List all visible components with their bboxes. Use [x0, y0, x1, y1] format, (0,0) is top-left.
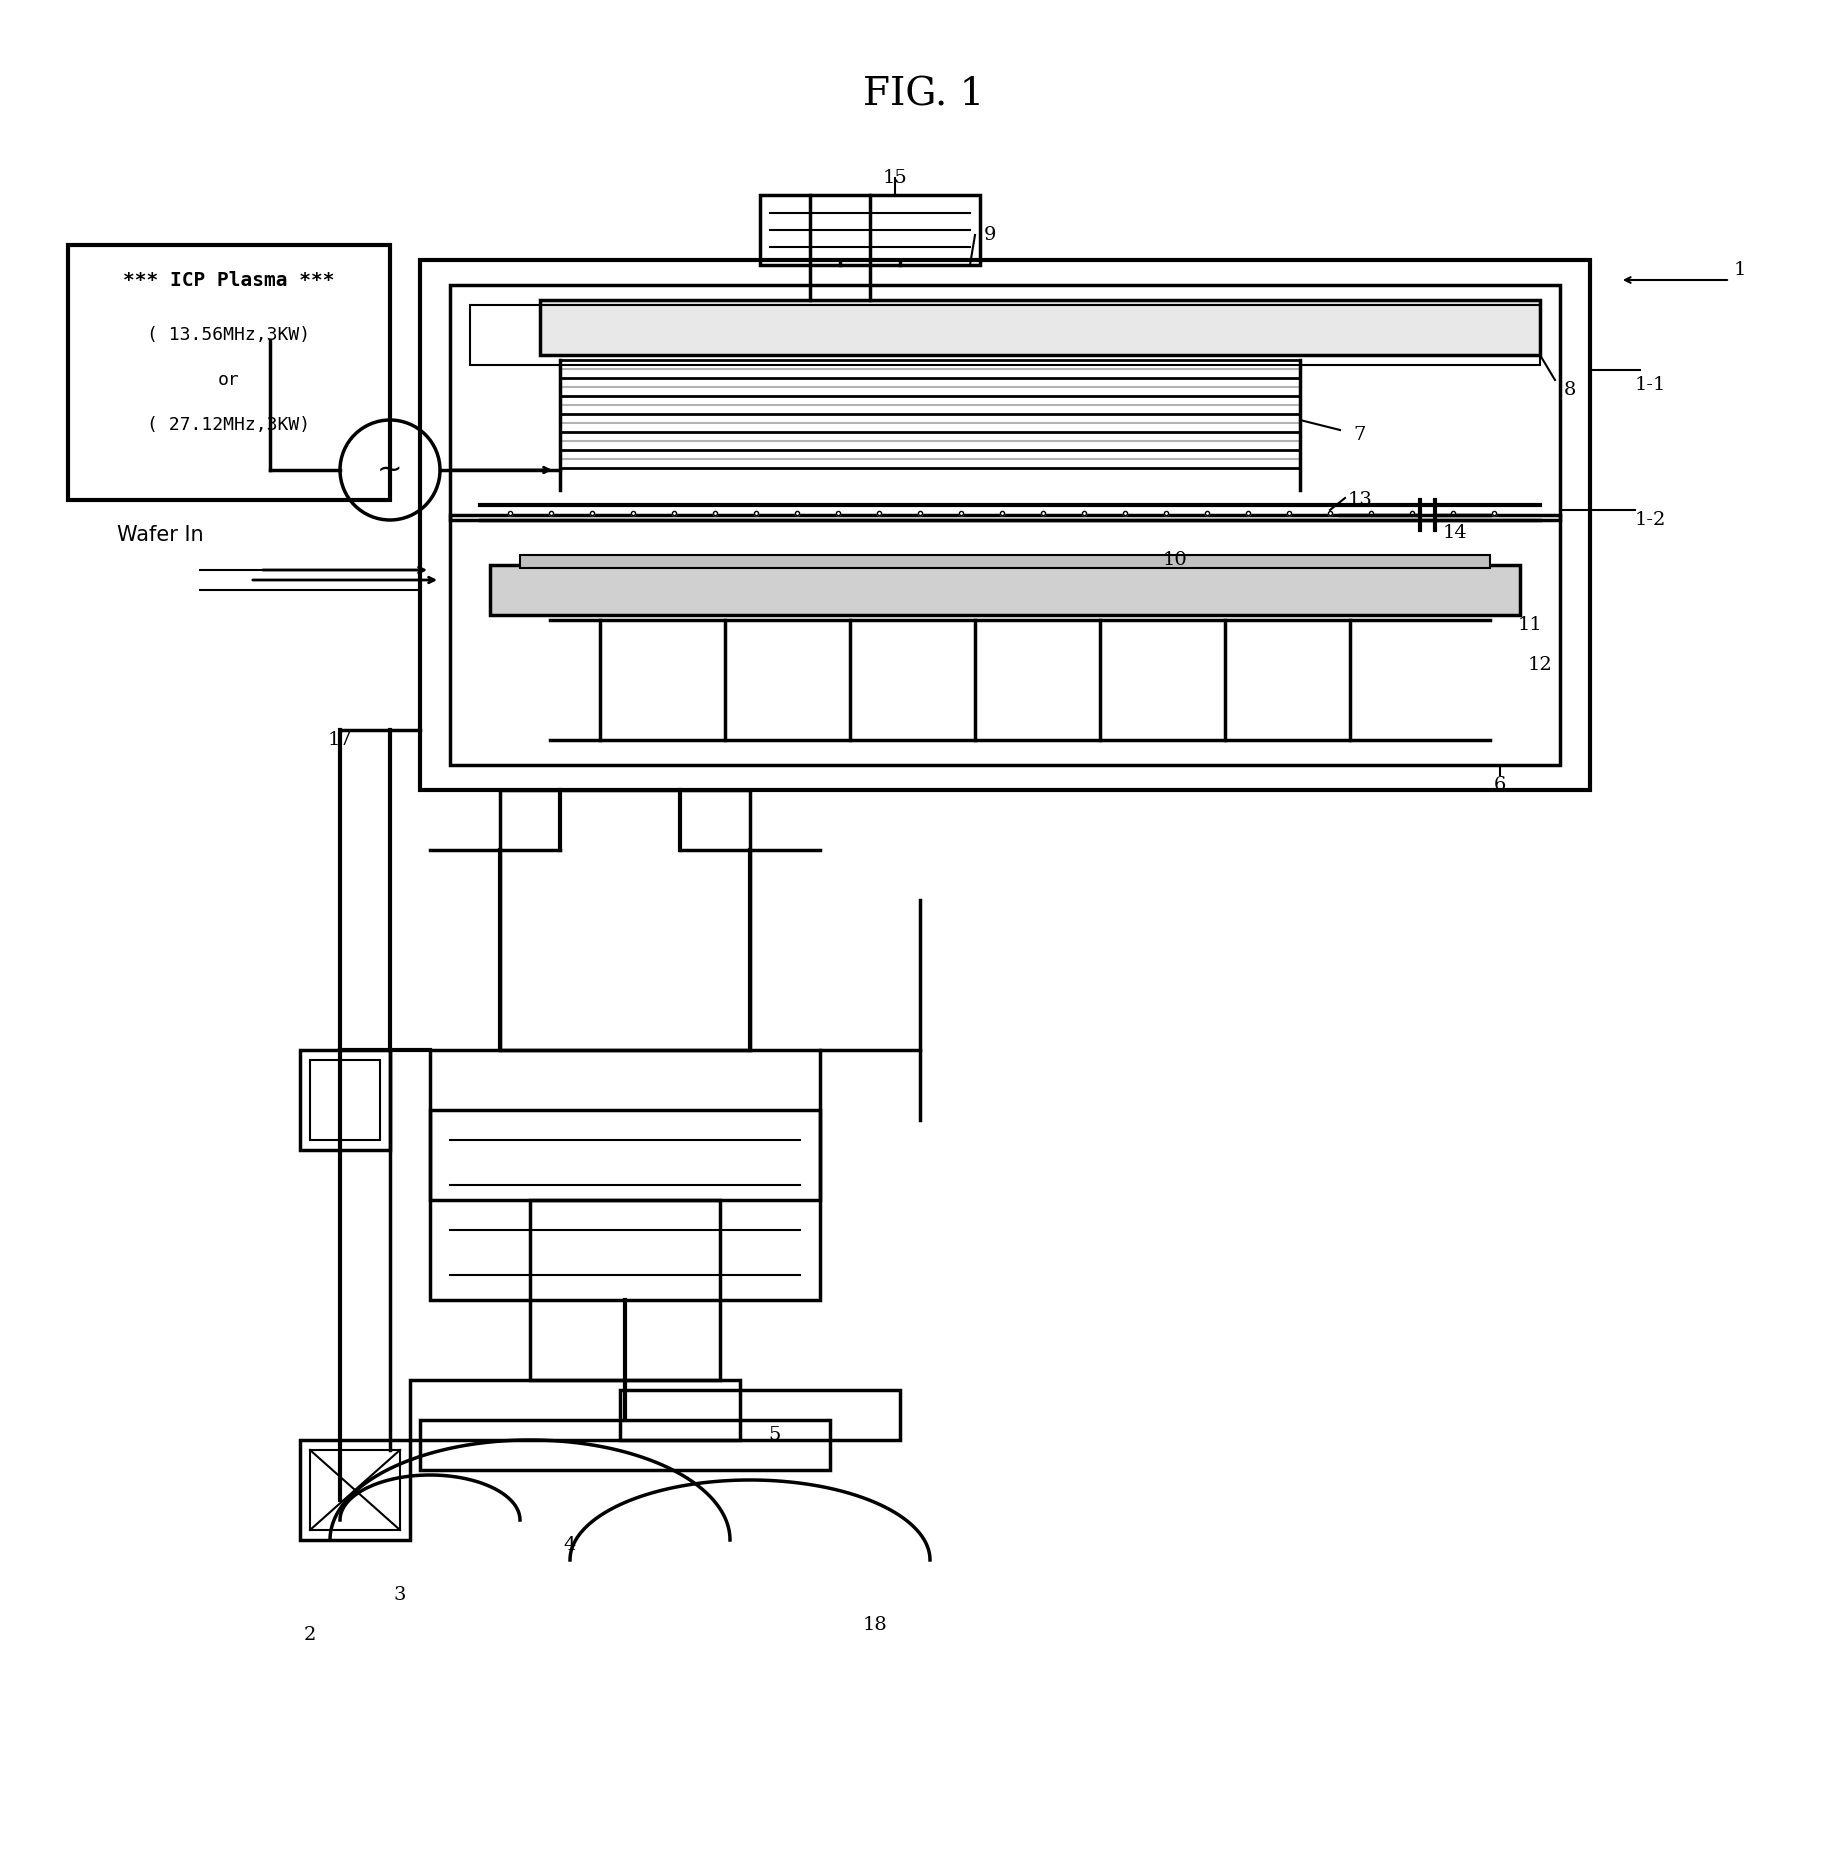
Bar [310, 1450, 399, 1530]
Text: ~: ~ [377, 455, 403, 485]
Bar [499, 789, 750, 1049]
Text: 4: 4 [564, 1536, 577, 1554]
Bar [519, 555, 1489, 568]
Text: 12: 12 [1526, 656, 1552, 674]
Bar [68, 245, 390, 500]
Text: 9: 9 [983, 227, 996, 243]
Text: 18: 18 [863, 1616, 887, 1634]
Bar [469, 305, 1539, 366]
Text: or: or [218, 371, 240, 388]
Bar [619, 1391, 900, 1439]
Text: ( 27.12MHz,3KW): ( 27.12MHz,3KW) [148, 416, 310, 435]
Text: 13: 13 [1347, 490, 1371, 509]
Text: *** ICP Plasma ***: *** ICP Plasma *** [124, 271, 334, 290]
Text: 5: 5 [769, 1426, 780, 1445]
Text: 15: 15 [881, 169, 907, 188]
Bar [449, 514, 1560, 765]
Bar [419, 260, 1589, 789]
Bar [530, 1200, 719, 1380]
Text: 2: 2 [303, 1627, 316, 1643]
Text: ( 13.56MHz,3KW): ( 13.56MHz,3KW) [148, 327, 310, 344]
Text: 6: 6 [1493, 776, 1506, 795]
Bar [419, 1421, 830, 1471]
Text: 1-1: 1-1 [1634, 375, 1665, 394]
Text: Wafer In: Wafer In [116, 526, 203, 544]
Text: 11: 11 [1517, 617, 1541, 633]
Bar [431, 1049, 819, 1200]
Bar [431, 1110, 819, 1300]
Bar [490, 565, 1519, 615]
Text: 8: 8 [1563, 381, 1574, 399]
Text: FIG. 1: FIG. 1 [863, 76, 985, 113]
Bar [410, 1380, 739, 1439]
Bar [310, 1060, 381, 1140]
Text: 10: 10 [1162, 552, 1186, 568]
Text: 1: 1 [1733, 262, 1745, 279]
Text: 1-2: 1-2 [1634, 511, 1665, 529]
Text: 3: 3 [394, 1586, 407, 1604]
Text: 17: 17 [327, 732, 353, 748]
Bar [760, 195, 979, 266]
Bar [449, 284, 1560, 520]
Bar [540, 301, 1539, 355]
Text: 14: 14 [1441, 524, 1467, 542]
Bar [299, 1049, 390, 1149]
Bar [299, 1439, 410, 1539]
Text: 7: 7 [1353, 425, 1366, 444]
